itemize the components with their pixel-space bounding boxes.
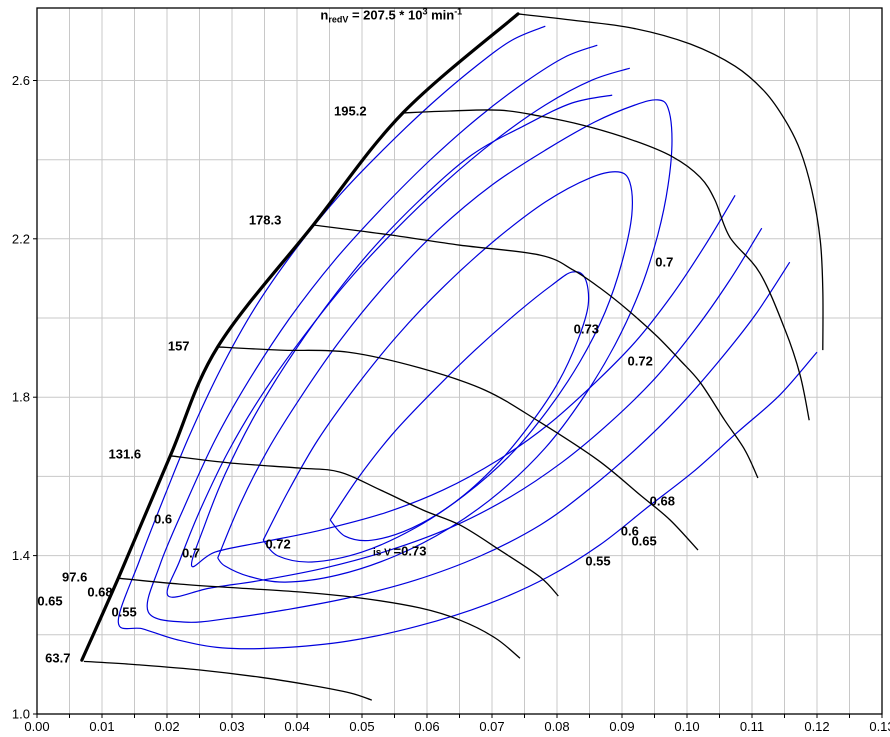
efficiency-label-0.55: 0.55 [585, 554, 610, 569]
x-tick-label: 0.05 [349, 719, 374, 734]
x-tick-label: 0.03 [219, 719, 244, 734]
x-tick-label: 0.09 [609, 719, 634, 734]
x-tick-label: 0.06 [414, 719, 439, 734]
speed-line-131.6 [170, 455, 559, 597]
x-tick-label: 0.08 [544, 719, 569, 734]
speed-label-195.2: 195.2 [334, 104, 367, 119]
efficiency-label-0.68: 0.68 [650, 494, 675, 509]
speed-label-97.6: 97.6 [62, 570, 87, 585]
efficiency-label-0.65: 0.65 [631, 534, 656, 549]
y-tick-label: 1.4 [12, 548, 30, 563]
efficiency-label-0.6: 0.6 [621, 524, 639, 539]
efficiency-contour-0.7 [217, 99, 673, 583]
isentropic-efficiency-label: is V =0.73 [373, 543, 426, 558]
x-tick-label: 0.00 [24, 719, 49, 734]
efficiency-label-0.6: 0.6 [154, 512, 172, 527]
surge-line [80, 12, 520, 662]
x-tick-label: 0.11 [740, 719, 764, 734]
efficiency-contour-0.65 [166, 67, 763, 598]
x-tick-label: 0.07 [479, 719, 504, 734]
y-tick-label: 1.8 [12, 390, 30, 405]
speed-line-207.5 [517, 13, 824, 351]
efficiency-label-0.7: 0.7 [182, 545, 200, 560]
efficiency-label-0.72: 0.72 [265, 537, 290, 552]
efficiency-contours [117, 25, 818, 650]
x-axis-tick-labels: 0.00 0.01 0.02 0.03 0.04 0.05 0.06 0.07 0.08 0.09… [24, 719, 890, 734]
x-tick-label: 0.10 [674, 719, 699, 734]
y-tick-label: 2.6 [12, 73, 30, 88]
y-tick-label: 2.2 [12, 231, 30, 246]
axis-ticks [33, 80, 883, 718]
efficiency-contour-0.73 [329, 271, 590, 542]
speed-line-63.7 [83, 660, 372, 701]
x-tick-label: 0.01 [89, 719, 114, 734]
x-tick-label: 0.13 [869, 719, 890, 734]
efficiency-contour-0.68 [190, 94, 736, 568]
efficiency-contour-0.55 [117, 25, 818, 650]
efficiency-label-0.73: 0.73 [574, 322, 599, 337]
speed-line-195.2 [402, 109, 810, 421]
speed-line-178.3 [313, 224, 759, 479]
efficiency-label-0.55: 0.55 [111, 604, 136, 619]
chart-title: nredV = 207.5 * 103 min-1 [320, 7, 462, 25]
x-tick-label: 0.12 [804, 719, 829, 734]
efficiency-label-0.72: 0.72 [628, 354, 653, 369]
efficiency-contour-0.72 [262, 171, 633, 563]
speed-line-97.6 [118, 577, 521, 659]
y-axis-tick-labels: 1.0 1.4 1.8 2.2 2.6 [12, 73, 30, 722]
speed-label-157: 157 [168, 338, 190, 353]
speed-lines [83, 13, 824, 701]
efficiency-label-0.68: 0.68 [87, 585, 112, 600]
speed-line-157 [217, 346, 699, 551]
x-tick-label: 0.04 [284, 719, 309, 734]
y-tick-label: 1.0 [12, 707, 30, 722]
x-tick-label: 0.02 [154, 719, 179, 734]
speed-label-131.6: 131.6 [109, 446, 142, 461]
efficiency-contour-0.6 [146, 44, 791, 623]
speed-label-63.7: 63.7 [45, 651, 70, 666]
speed-label-178.3: 178.3 [249, 213, 282, 228]
efficiency-label-0.7: 0.7 [655, 255, 673, 270]
efficiency-label-0.65: 0.65 [37, 594, 62, 609]
